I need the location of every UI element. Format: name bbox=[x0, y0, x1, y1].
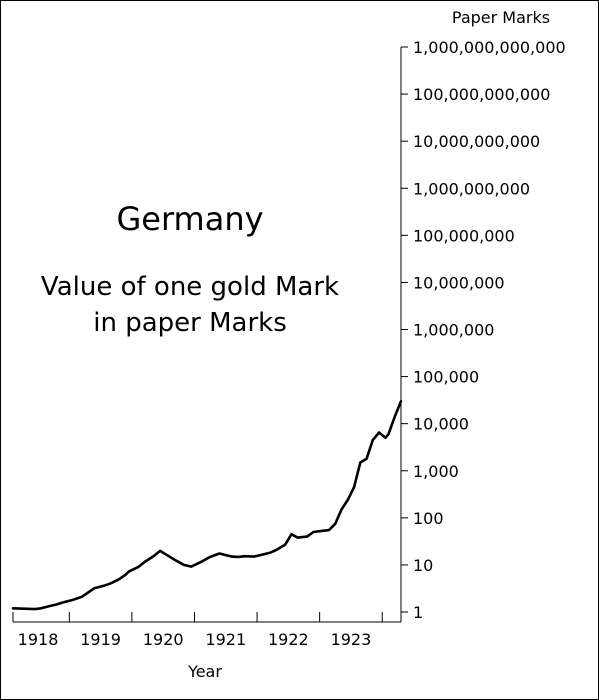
x-tick-label: 1921 bbox=[205, 630, 246, 649]
y-tick-label: 100,000,000,000 bbox=[413, 85, 550, 104]
x-tick-label: 1922 bbox=[268, 630, 309, 649]
y-axis-title: Paper Marks bbox=[452, 8, 550, 27]
y-tick-label: 100,000 bbox=[413, 368, 479, 387]
x-tick-label: 1918 bbox=[18, 630, 59, 649]
chart-subtitle-line-2: in paper Marks bbox=[93, 308, 287, 338]
y-tick-label: 1,000,000,000,000 bbox=[413, 38, 566, 57]
y-tick-label: 100 bbox=[413, 509, 444, 528]
x-tick-label: 1919 bbox=[80, 630, 121, 649]
y-tick-label: 10,000,000 bbox=[413, 273, 505, 292]
x-axis-title: Year bbox=[187, 662, 222, 681]
y-tick-label: 1 bbox=[413, 603, 423, 622]
y-tick-label: 10,000 bbox=[413, 415, 469, 434]
series-layer bbox=[11, 399, 403, 611]
y-tick-label: 1,000 bbox=[413, 462, 459, 481]
y-tick-label: 1,000,000,000 bbox=[413, 179, 530, 198]
y-tick-label: 10 bbox=[413, 556, 433, 575]
axes: 1 10 100 1,000 10,000 100,000 1,000,000 10,000,… bbox=[12, 38, 566, 649]
y-tick-label: 1,000,000 bbox=[413, 321, 494, 340]
chart-subtitle-line-1: Value of one gold Mark bbox=[41, 272, 339, 302]
chart-title: Germany bbox=[116, 200, 263, 238]
y-tick-label: 100,000,000 bbox=[413, 226, 515, 245]
x-tick-label: 1920 bbox=[143, 630, 184, 649]
y-tick-label: 10,000,000,000 bbox=[413, 132, 540, 151]
x-tick-label: 1923 bbox=[331, 630, 372, 649]
series-line bbox=[11, 399, 403, 611]
